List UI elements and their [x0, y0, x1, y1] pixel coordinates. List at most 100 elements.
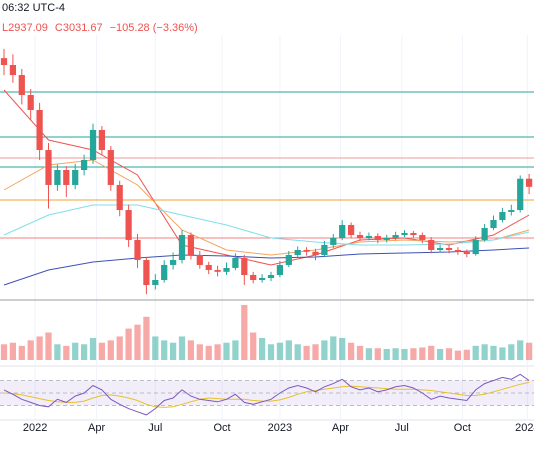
- volume-bar: [134, 324, 141, 360]
- volume-bar: [356, 345, 364, 360]
- candle-body: [445, 247, 453, 250]
- volume-bar: [36, 336, 43, 360]
- candle-body: [178, 235, 186, 261]
- candle-body: [187, 235, 195, 256]
- candle-body: [152, 280, 159, 286]
- candle-body: [214, 269, 221, 272]
- volume-bar: [98, 342, 106, 360]
- volume-bar: [365, 348, 373, 360]
- candle-body: [223, 267, 230, 272]
- ohlc-label: C3031.67: [55, 22, 103, 34]
- candle-body: [196, 255, 203, 265]
- candle-body: [0, 58, 8, 66]
- volume-bar: [45, 332, 52, 360]
- x-tick-label: 2024: [515, 422, 534, 434]
- volume-bar: [374, 348, 381, 360]
- volume-bar: [463, 349, 470, 360]
- candle-body: [330, 237, 337, 245]
- ohlc-label: L2937.09: [2, 22, 48, 34]
- candle-body: [472, 239, 479, 255]
- volume-bar: [250, 332, 257, 360]
- candle-body: [276, 264, 284, 275]
- candle-body: [499, 211, 506, 220]
- candle-body: [419, 235, 426, 240]
- volume-bar: [18, 345, 25, 360]
- x-tick-label: 2022: [23, 422, 47, 434]
- candle-body: [241, 257, 248, 275]
- candle-body: [72, 170, 79, 185]
- volume-bar: [241, 305, 248, 360]
- candle-body: [205, 264, 212, 270]
- moving-average: [3, 204, 530, 246]
- candle-body: [436, 247, 444, 250]
- candle-body: [161, 264, 168, 281]
- candle-body: [267, 274, 275, 278]
- volume-bar: [347, 342, 355, 360]
- volume-bar: [9, 342, 17, 360]
- candle-body: [80, 159, 88, 170]
- candle-body: [321, 244, 328, 256]
- candle-body: [143, 260, 150, 286]
- volume-bar: [490, 345, 497, 360]
- x-tick-label: Jul: [148, 422, 162, 434]
- volume-bar: [89, 338, 97, 360]
- volume-bar: [196, 344, 203, 360]
- volume-bar: [428, 345, 435, 360]
- candle-body: [454, 249, 462, 253]
- volume-bar: [107, 340, 114, 360]
- volume-bar: [116, 336, 123, 360]
- candle-body: [401, 233, 408, 236]
- volume-bar: [27, 340, 34, 360]
- time-label: 06:32 UTC-4: [2, 2, 65, 14]
- volume-bar: [303, 345, 310, 360]
- volume-bar: [472, 345, 479, 360]
- candle-body: [134, 239, 141, 261]
- candle-body: [392, 235, 399, 238]
- rsi-line: [3, 373, 530, 416]
- volume-bar: [0, 344, 8, 360]
- volume-bar: [169, 342, 177, 360]
- candle-body: [27, 95, 34, 110]
- volume-bar: [401, 349, 408, 360]
- candle-body: [258, 278, 266, 281]
- candle-body: [294, 249, 301, 256]
- candle-body: [383, 237, 390, 240]
- volume-bar: [54, 344, 61, 360]
- candle-body: [356, 235, 364, 238]
- candle-body: [89, 129, 97, 160]
- candle-body: [169, 260, 177, 265]
- volume-bar: [152, 336, 159, 360]
- volume-bar: [454, 350, 462, 360]
- volume-bar: [321, 340, 328, 360]
- x-tick-label: Jul: [395, 422, 409, 434]
- volume-bar: [258, 338, 266, 360]
- candle-body: [107, 150, 114, 185]
- candle-body: [508, 210, 515, 212]
- candle-body: [125, 210, 132, 240]
- volume-bar: [187, 340, 195, 360]
- candle-body: [250, 274, 257, 281]
- volume-bar: [285, 340, 292, 360]
- volume-bar: [508, 344, 515, 360]
- candle-body: [232, 257, 239, 268]
- volume-bar: [232, 340, 239, 360]
- volume-bar: [392, 348, 399, 360]
- ohlc-label: −105.28 (−3.36%): [110, 22, 198, 34]
- volume-bar: [72, 342, 79, 360]
- volume-bar: [383, 349, 390, 360]
- candle-body: [525, 178, 533, 187]
- candle-body: [517, 178, 524, 211]
- volume-bar: [161, 340, 168, 360]
- volume-bar: [205, 345, 212, 360]
- candle-body: [303, 249, 310, 252]
- volume-bar: [517, 340, 524, 360]
- volume-bar: [125, 328, 132, 360]
- candle-body: [9, 65, 17, 76]
- volume-bar: [267, 344, 275, 360]
- volume-bar: [419, 347, 426, 360]
- candle-body: [347, 225, 355, 236]
- candle-body: [116, 184, 123, 211]
- candle-body: [410, 233, 417, 236]
